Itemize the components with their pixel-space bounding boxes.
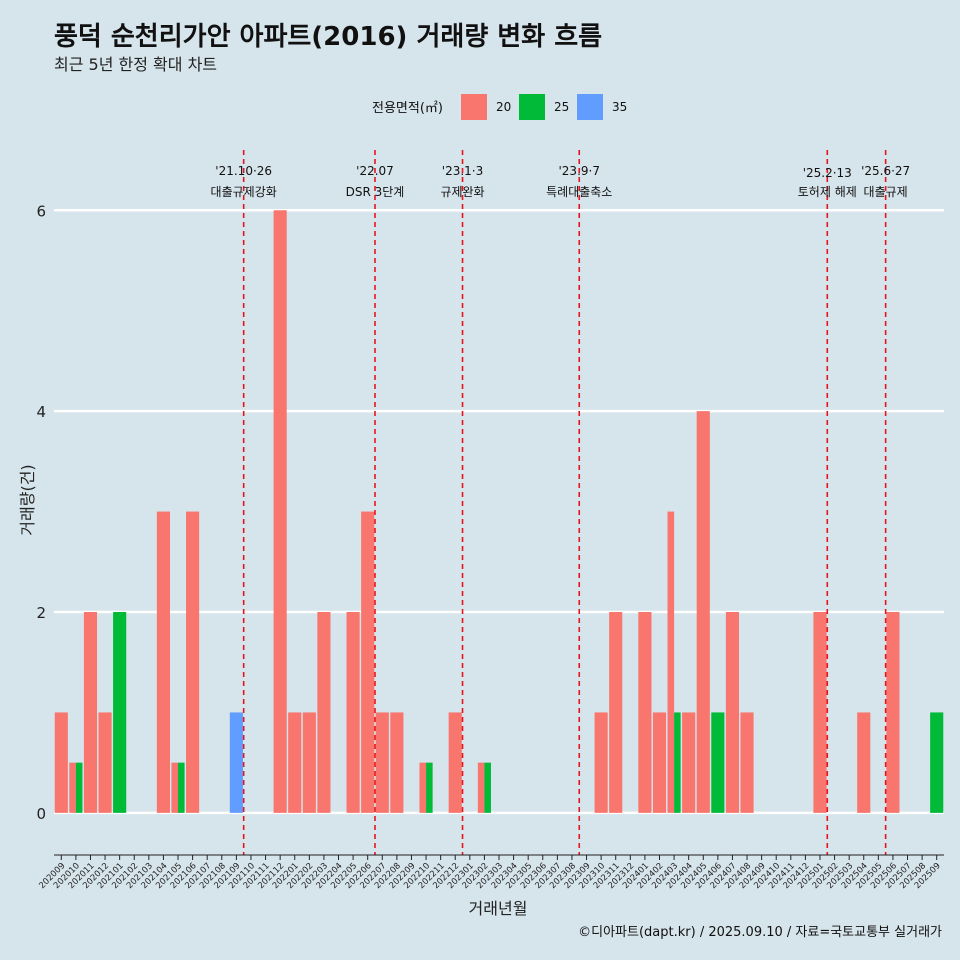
bar-202011-20 [83, 612, 98, 813]
bar-202407-20 [725, 612, 740, 813]
event-name-label: 대출규제강화 [211, 185, 277, 199]
caption: ©디아파트(dapt.kr) / 2025.09.10 / 자료=국토교통부 실… [578, 925, 942, 940]
event-date-label: '23.9·7 [559, 164, 600, 178]
legend-swatch-35 [577, 94, 603, 120]
bar-202302-20 [477, 762, 485, 813]
bar-202406-25 [711, 712, 725, 813]
x-axis: 2020092020102020112020122021012021022021… [37, 854, 944, 891]
y-tick-label: 0 [36, 805, 46, 823]
legend-label-20: 20 [496, 100, 511, 114]
event-lines: '21.10·26 대출규제강화 '22.07 DSR 3단계 '23.1·3 규제완화 '… [211, 150, 910, 855]
event-name-label: 토허제 해제 [798, 185, 857, 199]
x-axis-label: 거래년월 [469, 899, 528, 918]
bar-202311-20 [609, 612, 623, 813]
event-name-label: 규제완화 [440, 185, 484, 199]
y-tick-label: 4 [36, 403, 46, 421]
bar-202112-20 [273, 210, 287, 813]
bar-202205-20 [346, 612, 360, 813]
event-name-label: 대출규제 [864, 185, 908, 199]
chart-subtitle: 최근 5년 한정 확대 차트 [54, 55, 217, 74]
y-tick-label: 2 [36, 604, 46, 622]
bar-202206-20 [361, 511, 375, 813]
bar-202501-20 [813, 612, 827, 813]
bar-202208-20 [390, 712, 404, 813]
event-date-label: '22.07 [356, 164, 394, 178]
bar-202010-20 [69, 762, 76, 813]
legend-swatch-25 [519, 94, 545, 120]
y-tick-label: 6 [36, 202, 46, 220]
bar-202212-20 [448, 712, 462, 813]
legend-swatch-20 [461, 94, 487, 120]
bar-202012-20 [98, 712, 112, 813]
bar-202402-20 [652, 712, 667, 813]
bar-202105-25 [178, 762, 185, 813]
bar-202104-20 [156, 511, 170, 813]
bar-202403-20 [667, 511, 675, 813]
bar-202106-20 [186, 511, 200, 813]
y-axis-label: 거래량(건) [18, 464, 37, 535]
bar-202408-20 [740, 712, 754, 813]
bar-202010-25 [75, 762, 83, 813]
event-name-label: 특례대출축소 [546, 185, 612, 199]
event-name-label: DSR 3단계 [346, 185, 405, 199]
bar-202101-25 [113, 612, 127, 813]
bar-202310-20 [594, 712, 608, 813]
bar-202404-20 [682, 712, 696, 813]
bar-202009-20 [54, 712, 68, 813]
bar-202201-20 [288, 712, 302, 813]
bar-202302-25 [484, 762, 491, 813]
bar-202207-20 [375, 712, 389, 813]
legend-label-25: 25 [554, 100, 569, 114]
bar-202403-25 [674, 712, 681, 813]
event-date-label: '25.6·27 [861, 164, 910, 178]
bar-202210-25 [426, 762, 433, 813]
bar-202105-20 [171, 762, 179, 813]
bar-202203-20 [317, 612, 331, 813]
gridlines [54, 209, 944, 815]
bar-202504-20 [857, 712, 871, 813]
y-axis: 0 2 4 6 [36, 202, 46, 823]
bar-202401-20 [638, 612, 652, 813]
chart-title: 풍덕 순천리가안 아파트(2016) 거래량 변화 흐름 [54, 22, 602, 52]
legend: 전용면적(㎡) 20 25 35 [372, 94, 627, 120]
event-date-label: '25.2·13 [803, 166, 852, 180]
bars [54, 210, 944, 813]
bar-202506-20 [886, 612, 900, 813]
event-date-label: '21.10·26 [215, 164, 272, 178]
bar-202210-20 [419, 762, 427, 813]
bar-202202-20 [302, 712, 316, 813]
bar-202405-20 [696, 411, 710, 813]
bar-202109-35 [229, 712, 243, 813]
bar-202509-25 [930, 712, 944, 813]
legend-title: 전용면적(㎡) [372, 101, 443, 116]
legend-label-35: 35 [612, 100, 627, 114]
event-date-label: '23.1·3 [442, 164, 483, 178]
